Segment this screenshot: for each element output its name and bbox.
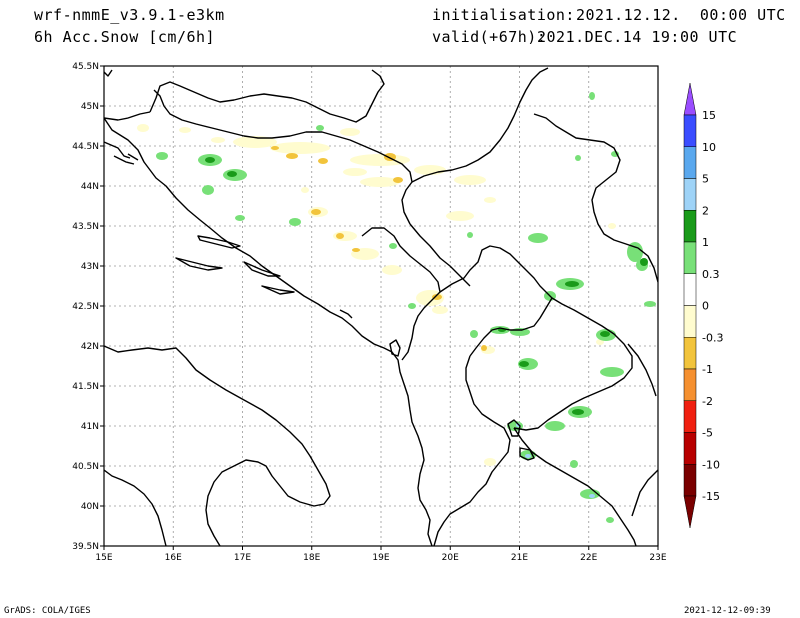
lat-tick-label: 41.5N [72, 382, 99, 392]
colorbar-labels: 15 10 5 2 1 0.3 0 -0.3 -1 -2 -5 -10 -15 [702, 109, 723, 503]
lat-tick-label: 43.5N [72, 222, 99, 232]
country-border-north [104, 89, 413, 225]
colorbar-segment [683, 368, 697, 401]
gridlines [104, 66, 658, 546]
colorbar-segment [683, 305, 697, 338]
italian-coastline [104, 345, 331, 546]
country-border-bosnia [149, 69, 385, 123]
colorbar-label: -2 [702, 395, 713, 408]
valid-value: 2021.DEC.14 19:00 UTC [537, 28, 738, 46]
axis-ticks [100, 65, 659, 550]
colorbar-label: -1 [702, 363, 713, 376]
colorbar-label: 15 [702, 109, 716, 122]
country-border-albania [433, 355, 511, 546]
valid-label: valid(+67h): [432, 28, 547, 46]
colorbar-segment [683, 464, 697, 497]
lake-ohrid [507, 419, 521, 437]
islands [104, 141, 353, 319]
lat-tick-label: 40N [81, 502, 99, 512]
colorbar-segment [683, 241, 697, 274]
lat-tick-label: 41N [81, 422, 99, 432]
longitude-labels: 15E 16E 17E 18E 19E 20E 21E 22E 23E [95, 553, 666, 563]
colorbar-segment [683, 273, 697, 306]
adriatic-coastline [104, 69, 433, 546]
snow-patches-light [137, 124, 616, 466]
init-label: initialisation: [432, 6, 575, 24]
init-value: 2021.12.12. 00:00 UTC [576, 6, 786, 24]
lon-tick-label: 17E [234, 553, 251, 563]
snow-patches-green [156, 92, 656, 523]
country-border-kosovo [439, 245, 553, 357]
country-border-macedonia [513, 297, 657, 431]
snow-field [137, 92, 656, 523]
colorbar-bottom-arrow [683, 495, 697, 529]
lat-tick-label: 44N [81, 182, 99, 192]
colorbar-label: 1 [702, 236, 709, 249]
footer-timestamp: 2021-12-12-09:39 [684, 606, 771, 616]
colorbar-segment [683, 337, 697, 370]
footer-credit: GrADS: COLA/IGES [4, 606, 91, 616]
snow-patches-moderate [271, 146, 487, 351]
boundaries [104, 67, 658, 546]
lat-tick-label: 40.5N [72, 462, 99, 472]
country-border-montenegro [361, 227, 441, 361]
lat-tick-label: 42.5N [72, 302, 99, 312]
lon-tick-label: 22E [580, 553, 597, 563]
colorbar-segment [683, 114, 697, 147]
lat-tick-label: 39.5N [72, 542, 99, 552]
colorbar [683, 82, 697, 529]
lat-tick-label: 45N [81, 102, 99, 112]
lon-tick-label: 21E [511, 553, 528, 563]
colorbar-label: 2 [702, 204, 709, 217]
lake-prespa [519, 447, 535, 461]
field-title: 6h Acc.Snow [cm/6h] [34, 28, 216, 46]
lat-tick-label: 42N [81, 342, 99, 352]
lon-tick-label: 18E [303, 553, 320, 563]
snow-patches-blue [516, 423, 595, 498]
lon-tick-label: 15E [95, 553, 112, 563]
lon-tick-label: 23E [649, 553, 666, 563]
lat-tick-label: 45.5N [72, 62, 99, 72]
colorbar-label: -0.3 [702, 331, 723, 344]
colorbar-segment [683, 210, 697, 243]
colorbar-label: -5 [702, 427, 713, 440]
model-title: wrf-nmmE_v3.9.1-e3km [34, 6, 225, 24]
latitude-labels: 45.5N 45N 44.5N 44N 43.5N 43N 42.5N 42N 41.5N 41N… [72, 62, 99, 552]
lon-tick-label: 16E [165, 553, 182, 563]
snow-patches-darkgreen [205, 157, 648, 415]
colorbar-label: 10 [702, 141, 716, 154]
colorbar-label: 0 [702, 300, 709, 313]
country-border-serbia [409, 67, 658, 287]
lon-tick-label: 20E [442, 553, 459, 563]
colorbar-label: 5 [702, 173, 709, 186]
colorbar-label: 0.3 [702, 268, 720, 281]
colorbar-segment [683, 178, 697, 211]
lake-shkoder [389, 339, 401, 357]
colorbar-segment [683, 400, 697, 433]
lon-tick-label: 19E [372, 553, 389, 563]
colorbar-top-arrow [683, 82, 697, 116]
country-border-greece [513, 427, 658, 546]
lat-tick-label: 44.5N [72, 142, 99, 152]
colorbar-segment [683, 146, 697, 179]
lat-tick-label: 43N [81, 262, 99, 272]
colorbar-label: -10 [702, 458, 720, 471]
colorbar-label: -15 [702, 490, 720, 503]
colorbar-segment [683, 432, 697, 465]
